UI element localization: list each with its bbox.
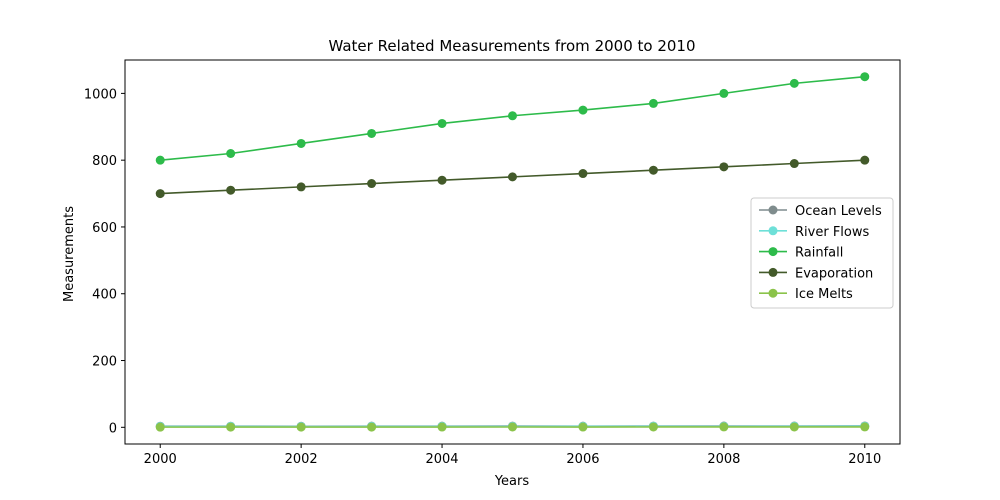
- x-axis-label: Years: [494, 474, 530, 489]
- data-point-rainfall: [508, 111, 517, 121]
- y-tick-label: 1000: [84, 87, 117, 102]
- data-point-evaporation: [860, 155, 870, 165]
- data-point-rainfall: [437, 118, 447, 128]
- data-point-rainfall: [860, 72, 870, 82]
- y-tick-label: 0: [109, 421, 117, 436]
- legend: Ocean Levels River Flows Rainfall Evaporati…: [750, 197, 894, 309]
- x-axis: 2000 2002 2004 2006 2008 2010: [144, 444, 881, 467]
- x-tick-label: 2002: [285, 452, 318, 467]
- data-point-evaporation: [437, 175, 447, 185]
- data-point-ice-melts: [648, 422, 658, 432]
- x-tick-label: 2004: [425, 452, 458, 467]
- data-point-ice-melts: [226, 422, 236, 432]
- data-point-ice-melts: [860, 422, 870, 432]
- legend-label-evaporation: Evaporation: [795, 266, 873, 281]
- data-point-evaporation: [719, 162, 729, 172]
- y-tick-label: 600: [92, 221, 117, 236]
- legend-marker-ice-melts: [768, 288, 778, 298]
- legend-label-ocean-levels: Ocean Levels: [795, 204, 882, 219]
- data-point-evaporation: [226, 185, 236, 195]
- data-point-ice-melts: [437, 422, 447, 432]
- legend-marker-ocean-levels: [768, 205, 778, 215]
- legend-marker-evaporation: [768, 267, 778, 277]
- legend-label-ice-melts: Ice Melts: [795, 287, 853, 302]
- data-point-evaporation: [508, 172, 517, 182]
- y-axis: 0 200 400 600 800 1000: [84, 87, 125, 436]
- data-point-evaporation: [578, 169, 588, 179]
- x-tick-label: 2000: [144, 452, 177, 467]
- data-point-evaporation: [155, 189, 165, 199]
- data-point-ice-melts: [508, 422, 517, 432]
- legend-label-river-flows: River Flows: [795, 225, 869, 240]
- legend-label-rainfall: Rainfall: [795, 246, 843, 261]
- data-point-rainfall: [155, 155, 165, 165]
- y-axis-label: Measurements: [62, 206, 77, 302]
- data-point-evaporation: [296, 182, 306, 192]
- legend-marker-rainfall: [768, 247, 778, 257]
- data-point-evaporation: [367, 179, 377, 189]
- data-point-rainfall: [578, 105, 588, 115]
- plot-frame: [124, 59, 901, 445]
- legend-box: [750, 197, 894, 309]
- legend-marker-river-flows: [768, 226, 778, 236]
- y-tick-label: 200: [92, 355, 117, 370]
- x-tick-label: 2010: [848, 452, 881, 467]
- x-tick-label: 2008: [707, 452, 740, 467]
- data-point-ice-melts: [719, 422, 729, 432]
- data-point-evaporation: [648, 165, 658, 175]
- y-tick-label: 400: [92, 288, 117, 303]
- data-point-evaporation: [789, 159, 799, 169]
- data-point-rainfall: [719, 88, 729, 98]
- series-layer: [155, 72, 870, 432]
- data-point-rainfall: [226, 148, 236, 158]
- data-point-ice-melts: [578, 422, 588, 432]
- chart-title: Water Related Measurements from 2000 to …: [328, 37, 695, 55]
- data-point-ice-melts: [367, 422, 377, 432]
- data-point-rainfall: [789, 78, 799, 88]
- data-point-rainfall: [296, 138, 306, 148]
- data-point-rainfall: [648, 98, 658, 108]
- x-tick-label: 2006: [566, 452, 599, 467]
- data-point-ice-melts: [155, 422, 165, 432]
- data-point-ice-melts: [296, 422, 306, 432]
- data-point-rainfall: [367, 128, 377, 138]
- data-point-ice-melts: [789, 422, 799, 432]
- y-tick-label: 800: [92, 154, 117, 169]
